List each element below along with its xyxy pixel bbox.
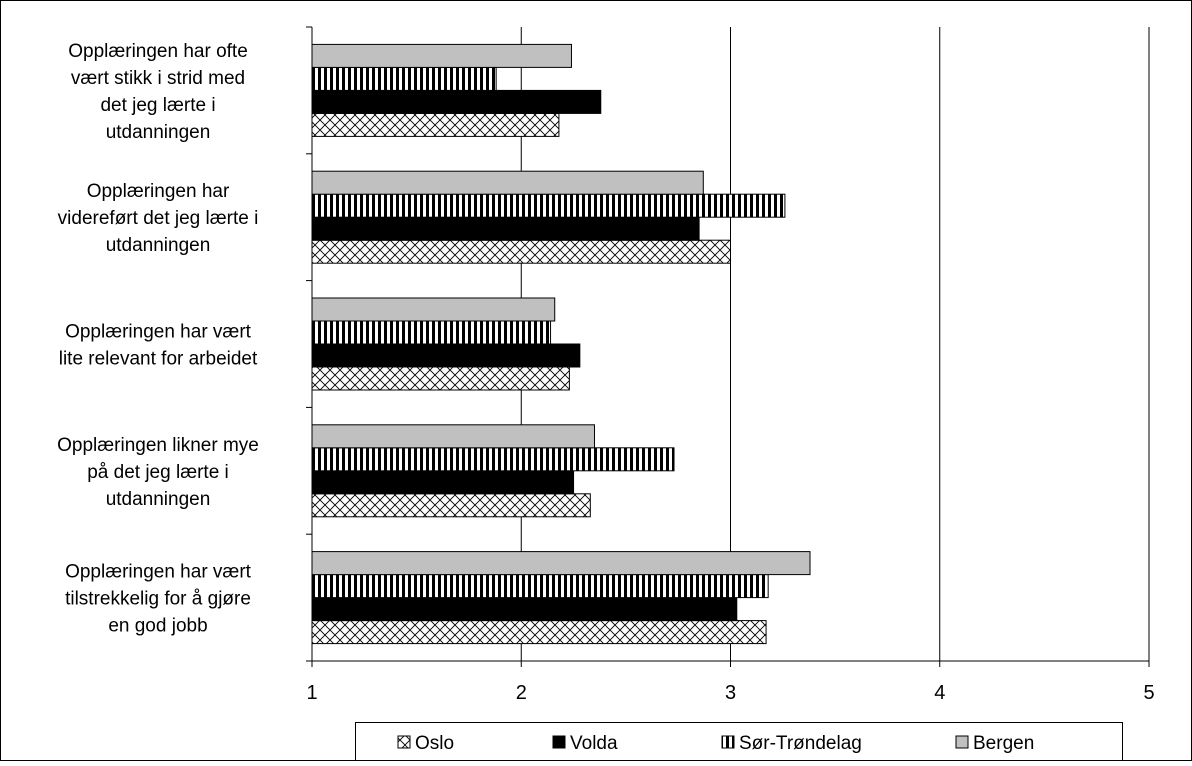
- category-label-line: Opplæringen har vært: [65, 322, 252, 343]
- bar-volda-cat3: [311, 343, 581, 368]
- bar-oslo-cat5: [311, 620, 767, 645]
- category-label-line: på det jeg lærte i: [87, 462, 229, 483]
- bar-oslo-cat3: [311, 366, 570, 391]
- legend-swatch-s-r-tr-ndelag: [721, 735, 735, 749]
- category-label-line: Opplæringen har vært: [65, 562, 252, 583]
- legend-swatch-bergen: [955, 735, 969, 749]
- x-tick-label-1: 1: [306, 682, 317, 704]
- x-tick-label-5: 5: [1143, 682, 1154, 704]
- category-label-line: vært stikk i strid med: [71, 68, 245, 89]
- bar-s-r-tr-ndelag-cat4: [311, 447, 675, 472]
- bar-oslo-cat1: [311, 112, 560, 137]
- bar-bergen-cat1: [311, 43, 572, 68]
- bar-s-r-tr-ndelag-cat5: [311, 574, 769, 599]
- category-label-line: lite relevant for arbeidet: [59, 349, 258, 370]
- category-label-line: det jeg lærte i: [100, 95, 215, 116]
- category-label-line: utdanningen: [106, 235, 211, 256]
- bar-volda-cat4: [311, 470, 575, 495]
- bar-s-r-tr-ndelag-cat2: [311, 193, 786, 218]
- axes: [306, 26, 1150, 667]
- category-label-2: Opplæringen har videreført det jeg lærte …: [58, 181, 259, 256]
- x-tick-label-2: 2: [516, 682, 527, 704]
- category-label-line: Opplæringen likner mye: [57, 435, 259, 456]
- category-label-line: tilstrekkelig for å gjøre: [65, 589, 251, 610]
- category-label-line: utdanningen: [106, 489, 211, 510]
- category-label-line: videreført det jeg lærte i: [58, 208, 259, 229]
- x-tick-label-3: 3: [725, 682, 736, 704]
- legend-box: [355, 722, 1123, 761]
- bar-bergen-cat4: [311, 424, 595, 449]
- bar-bergen-cat3: [311, 297, 556, 322]
- legend-swatch-oslo: [397, 735, 411, 749]
- legend-label-s-r-tr-ndelag: Sør-Trøndelag: [739, 733, 862, 754]
- bar-volda-cat1: [311, 89, 602, 114]
- legend-label-oslo: Oslo: [415, 733, 454, 754]
- category-label-5: Opplæringen har vært tilstrekkelig for å …: [65, 562, 252, 637]
- x-tick-labels: 1 2 3 4 5: [306, 682, 1154, 704]
- bar-bergen-cat5: [311, 551, 811, 576]
- category-label-line: Opplæringen har ofte: [68, 41, 248, 62]
- x-tick-label-4: 4: [934, 682, 945, 704]
- bars: [311, 43, 811, 645]
- legend-label-volda: Volda: [570, 733, 618, 754]
- bar-volda-cat2: [311, 216, 700, 241]
- category-label-line: Opplæringen har: [87, 181, 230, 202]
- bar-s-r-tr-ndelag-cat3: [311, 320, 552, 345]
- bar-oslo-cat4: [311, 493, 591, 518]
- category-label-3: Opplæringen har vært lite relevant for ar…: [59, 322, 258, 370]
- category-label-4: Opplæringen likner mye på det jeg lærte i…: [57, 435, 259, 510]
- legend: Oslo Volda Sør-Trøndelag Bergen: [355, 722, 1123, 761]
- category-label-line: en god jobb: [108, 616, 207, 637]
- category-label-line: utdanningen: [106, 122, 211, 143]
- bar-oslo-cat2: [311, 239, 731, 264]
- legend-label-bergen: Bergen: [973, 733, 1034, 754]
- bar-s-r-tr-ndelag-cat1: [311, 66, 497, 91]
- category-labels: Opplæringen har ofte vært stikk i strid m…: [57, 41, 259, 637]
- category-label-1: Opplæringen har ofte vært stikk i strid m…: [68, 41, 248, 143]
- legend-swatch-volda: [552, 735, 566, 749]
- bar-bergen-cat2: [311, 170, 704, 195]
- bar-volda-cat5: [311, 597, 738, 622]
